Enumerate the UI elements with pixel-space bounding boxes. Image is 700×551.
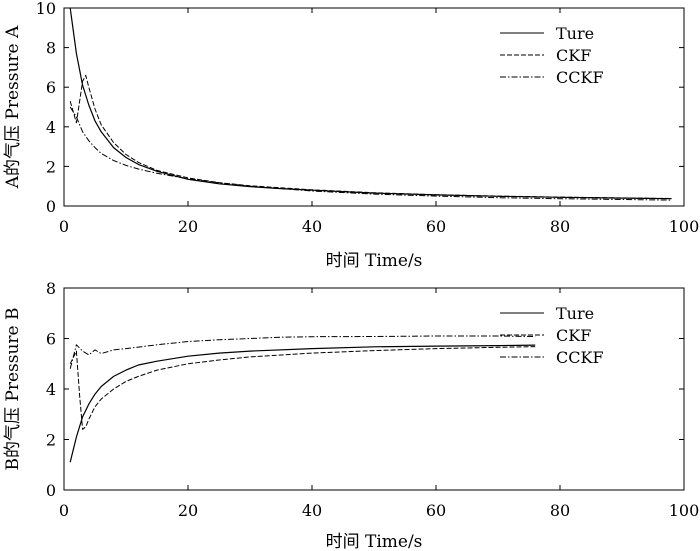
y-tick-label: 0 xyxy=(46,197,56,216)
series-line-ckf xyxy=(69,74,672,199)
y-tick-label: 4 xyxy=(46,118,56,137)
y-tick-label: 8 xyxy=(46,39,56,58)
y-axis-label: B的气压 Pressure B xyxy=(3,307,23,470)
x-tick-label: 60 xyxy=(426,501,446,520)
y-axis-label: A的气压 Pressure A xyxy=(3,25,23,189)
y-tick-label: 6 xyxy=(46,78,56,97)
legend-label: Ture xyxy=(556,24,594,43)
chart-pressure-b: 0 20 40 60 80 100 0 2 4 6 8 时间 Time/s B的气压 Pressure … xyxy=(3,279,699,551)
y-tick-label: 8 xyxy=(46,279,56,298)
x-tick-label: 100 xyxy=(669,217,700,236)
series-line-ture xyxy=(69,344,536,463)
y-tick-label: 0 xyxy=(46,481,56,500)
x-tick-label: 80 xyxy=(550,501,570,520)
y-tick-label: 4 xyxy=(46,380,56,399)
series-line-cckf xyxy=(69,335,536,369)
series-line-ckf xyxy=(69,346,536,430)
y-tick-label: 10 xyxy=(36,0,56,18)
x-axis-label: 时间 Time/s xyxy=(326,251,423,271)
legend-label: CKF xyxy=(556,326,591,345)
x-tick-label: 40 xyxy=(302,217,322,236)
x-axis-label: 时间 Time/s xyxy=(326,532,423,551)
x-tick-label: 100 xyxy=(669,501,700,520)
x-tick-label: 40 xyxy=(302,501,322,520)
legend-label: CKF xyxy=(556,46,591,65)
x-tick-label: 20 xyxy=(178,217,198,236)
plot-frame xyxy=(63,7,685,207)
x-tick-label: 0 xyxy=(59,501,69,520)
legend-label: CCKF xyxy=(556,348,604,367)
y-tick-label: 2 xyxy=(46,431,56,450)
legend-label: Ture xyxy=(556,304,594,323)
x-tick-label: 80 xyxy=(550,217,570,236)
chart-pressure-a: 0 20 40 60 80 100 0 2 4 6 8 10 时间 Time/s A的气压 Pressur… xyxy=(3,0,699,271)
series-line-cckf xyxy=(69,106,672,201)
y-tick-label: 2 xyxy=(46,157,56,176)
x-tick-label: 20 xyxy=(178,501,198,520)
legend-label: CCKF xyxy=(556,68,604,87)
x-tick-label: 60 xyxy=(426,217,446,236)
x-tick-label: 0 xyxy=(59,217,69,236)
y-tick-label: 6 xyxy=(46,330,56,349)
